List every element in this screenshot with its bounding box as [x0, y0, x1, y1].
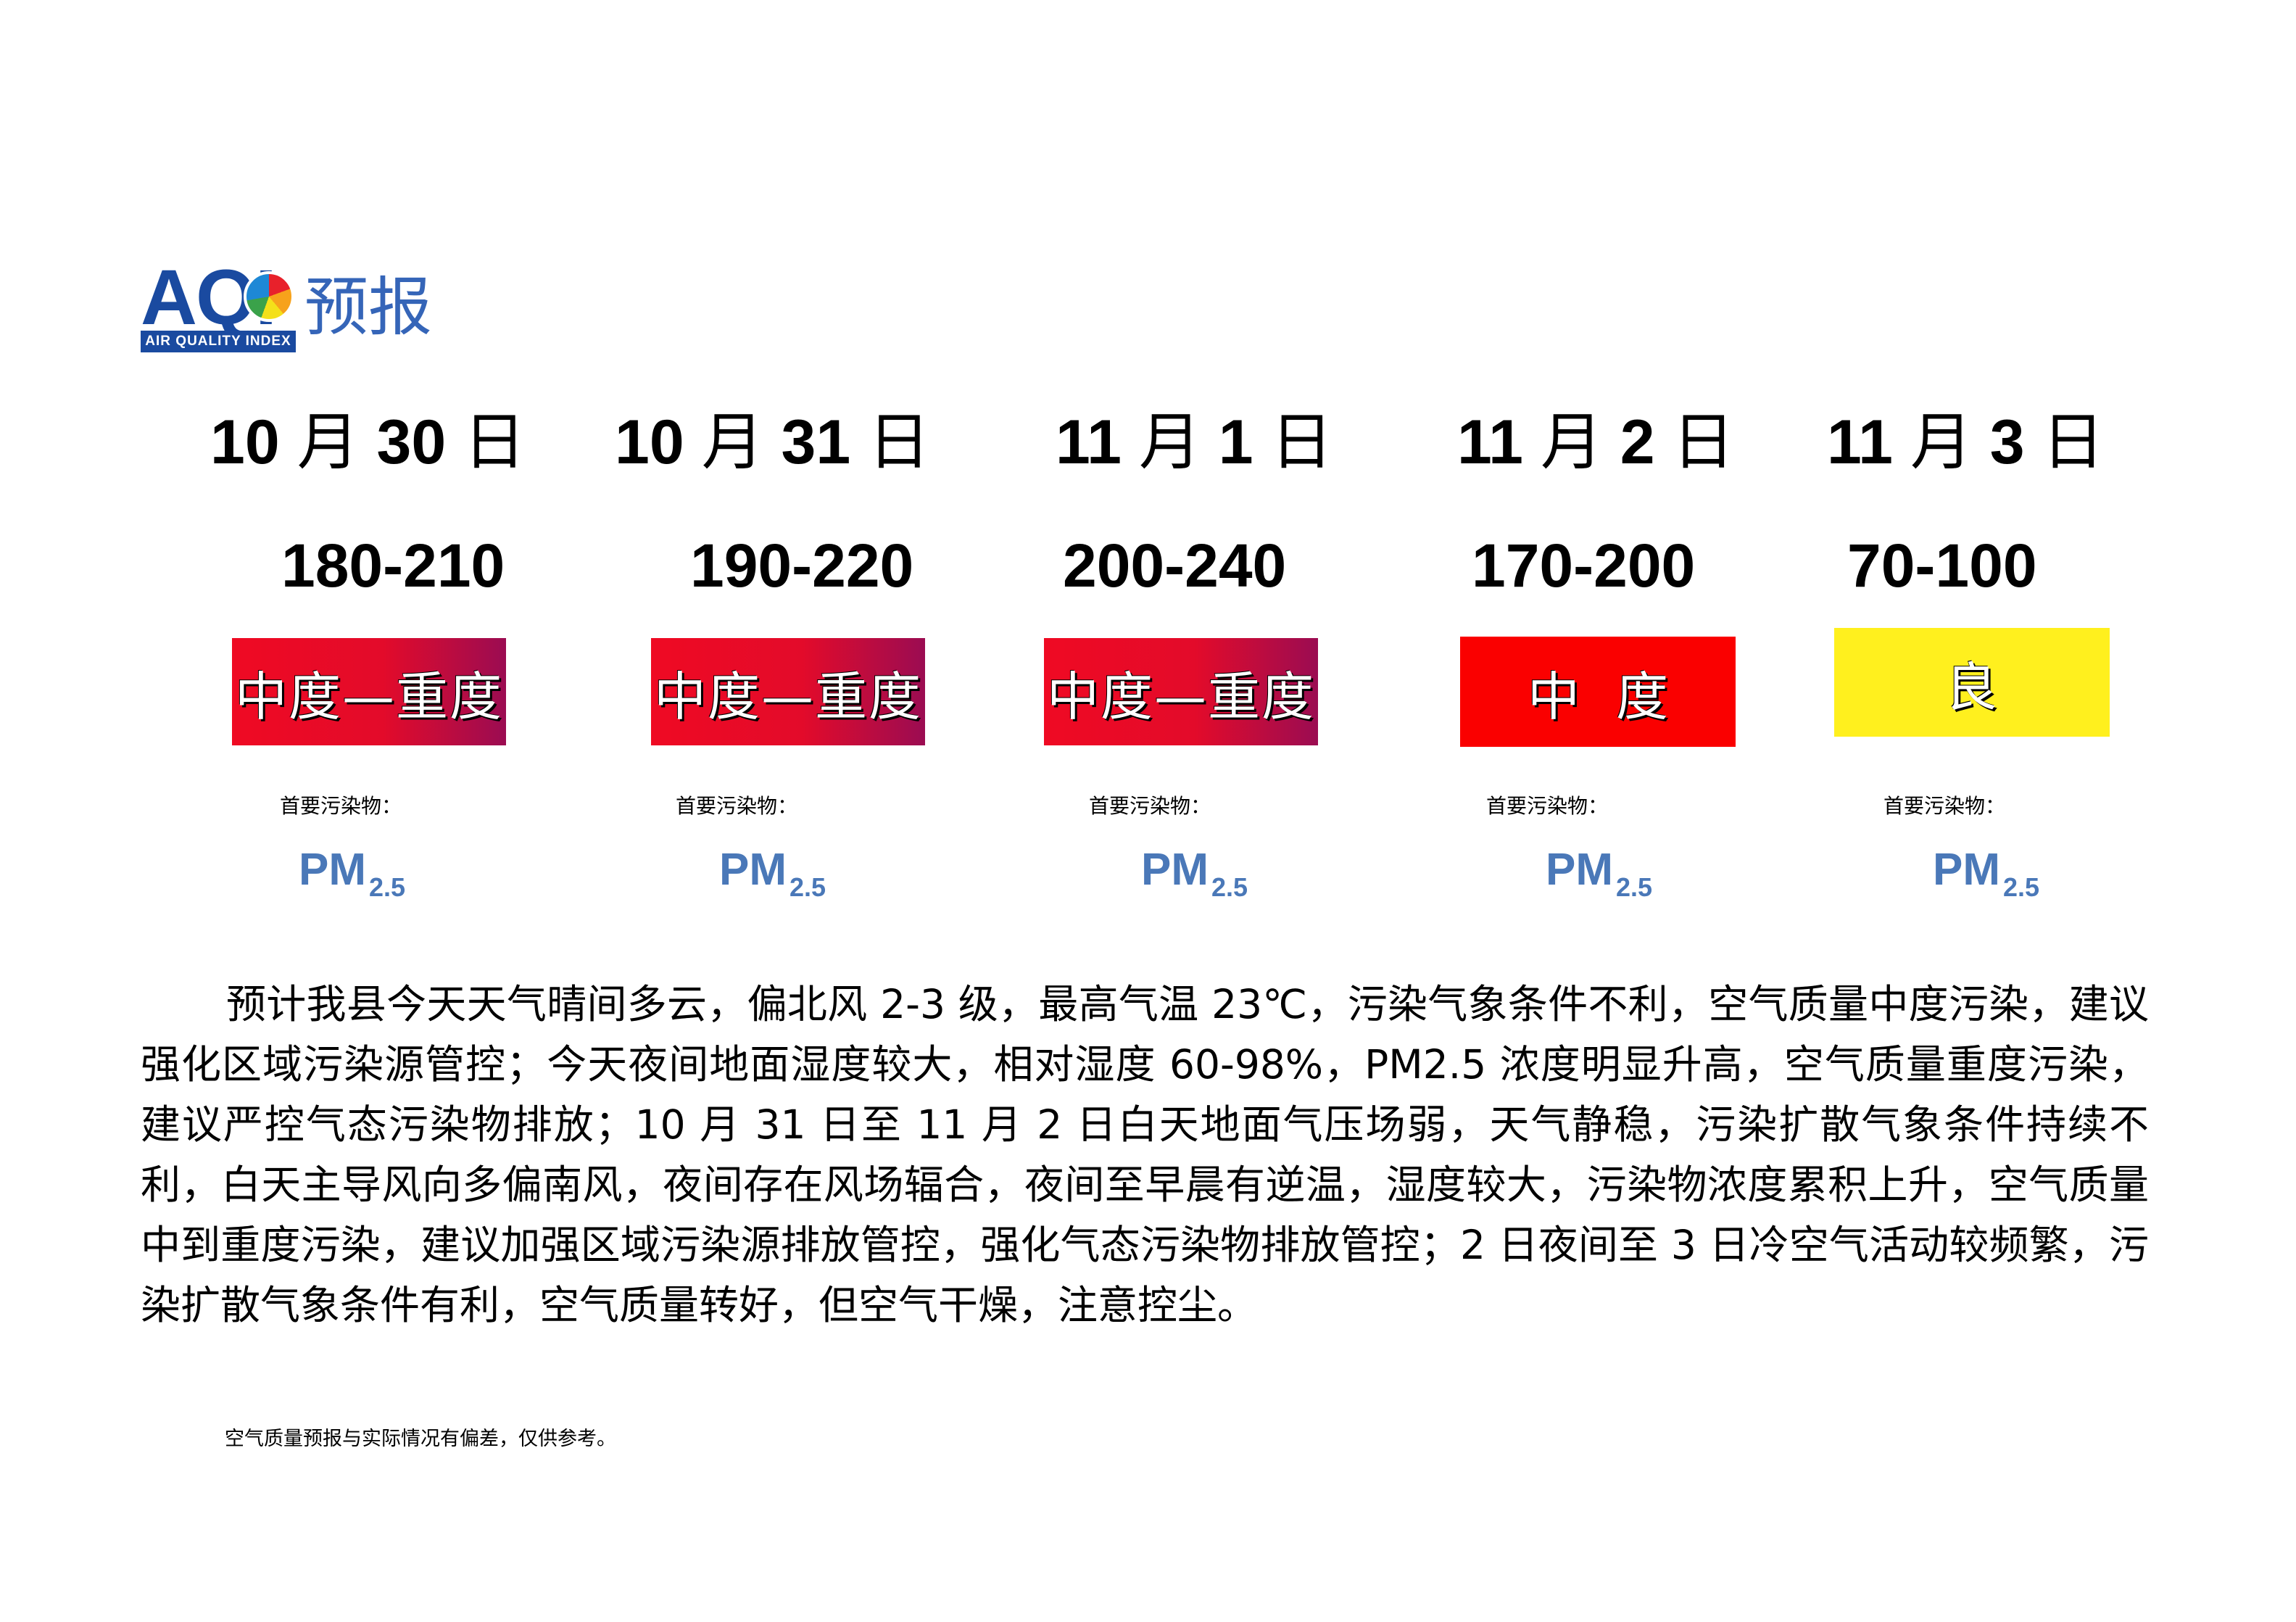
primary-pollutant: PM 2.5 — [1933, 845, 2040, 902]
aqi-level-badge: 中度—重度 — [1044, 638, 1318, 745]
forecast-date: 11 月 3 日 — [1827, 407, 2105, 477]
pollutant-label: 首要污染物： — [1089, 794, 1211, 818]
aqi-range: 200-240 — [1063, 531, 1287, 600]
forecast-date: 11 月 1 日 — [1056, 407, 1333, 477]
aqi-level-badge: 良 — [1834, 628, 2110, 737]
forecast-date: 10 月 30 日 — [210, 407, 526, 477]
aqi-logo: AQI AIR QUALITY INDEX 预报 — [141, 258, 452, 355]
primary-pollutant: PM 2.5 — [1141, 845, 1248, 902]
disclaimer: 空气质量预报与实际情况有偏差，仅供参考。 — [225, 1428, 616, 1450]
primary-pollutant: PM 2.5 — [299, 845, 406, 902]
logo-title: 预报 — [304, 270, 433, 344]
aqi-level-badge: 中度—重度 — [651, 638, 925, 745]
primary-pollutant: PM 2.5 — [1546, 845, 1653, 902]
pollutant-label: 首要污染物： — [1883, 794, 2006, 818]
aqi-level-badge: 中度 — [1460, 637, 1736, 747]
logo-tagline: AIR QUALITY INDEX — [141, 331, 296, 352]
primary-pollutant: PM 2.5 — [719, 845, 826, 902]
aqi-range: 170-200 — [1472, 531, 1696, 600]
aqi-range: 70-100 — [1847, 531, 2037, 600]
pollutant-label: 首要污染物： — [1486, 794, 1609, 818]
aqi-range: 180-210 — [281, 531, 505, 600]
pollutant-label: 首要污染物： — [280, 794, 402, 818]
forecast-description: 预计我县今天天气晴间多云，偏北风 2-3 级，最高气温 23℃，污染气象条件不利… — [141, 981, 2149, 1328]
forecast-date: 11 月 2 日 — [1457, 407, 1735, 477]
aqi-range: 190-220 — [690, 531, 914, 600]
globe-icon — [244, 271, 294, 322]
pollutant-label: 首要污染物： — [676, 794, 798, 818]
forecast-date: 10 月 31 日 — [615, 407, 931, 477]
aqi-level-badge: 中度—重度 — [232, 638, 506, 745]
